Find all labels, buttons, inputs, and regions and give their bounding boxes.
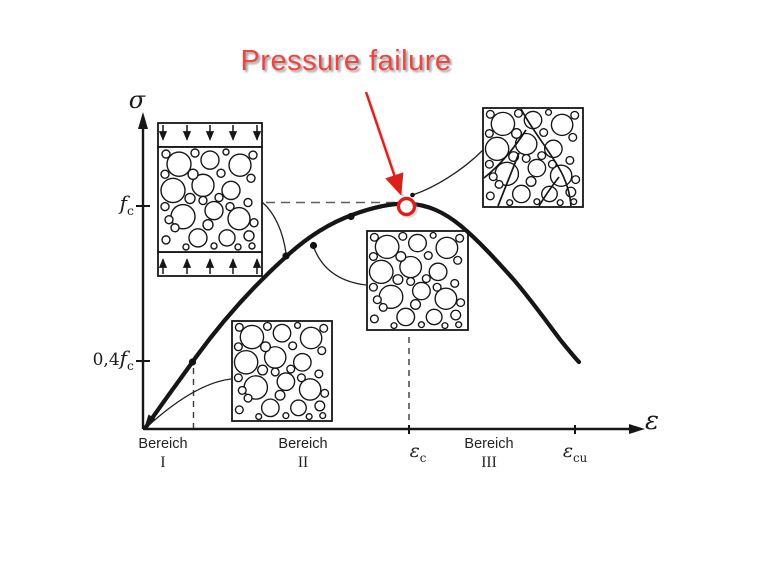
leader-anchor-dot [410,192,415,198]
x-tick-label-epsc: εc [409,440,427,465]
curve-point-04fc [188,358,197,366]
region-label-bereich-2: Bereich II [278,436,328,471]
leader-lines [148,149,484,426]
curve-point-4 [347,212,355,221]
stress-strain-curve [143,201,582,430]
curve-points [188,192,415,366]
failure-arrow [364,91,404,196]
leader-to-specimen-region2 [313,247,367,286]
x-axis-label-epsilon: ε [645,406,659,436]
region-label-bereich-3: Bereich III [464,436,514,471]
load-arrows-bottom [158,258,262,274]
crack-lines [483,108,572,207]
x-tick-label-epscu: εcu [562,440,588,465]
curve-point-2 [282,252,290,260]
leader-to-failed-specimen [413,149,484,196]
y-axis-arrowhead [138,112,148,129]
failure-point-circle [396,196,417,217]
leader-from-loaded-specimen [261,201,287,254]
y-tick-label-fc: fc [119,191,134,218]
leader-to-specimen-region1 [148,378,232,426]
failure-arrow-shadow [366,93,405,197]
axes [136,128,631,434]
y-tick-label-04fc: 0,4fc [92,346,134,373]
y-axis-label-sigma: σ [128,86,146,114]
load-arrows-top [158,125,262,141]
curve-point-3 [309,241,318,250]
curve-origin-arrowhead [144,414,156,429]
region-label-bereich-1: Bereich I [138,436,188,471]
x-axis-arrowhead [629,424,645,434]
annotation-pressure-failure: Pressure failure [240,45,452,77]
